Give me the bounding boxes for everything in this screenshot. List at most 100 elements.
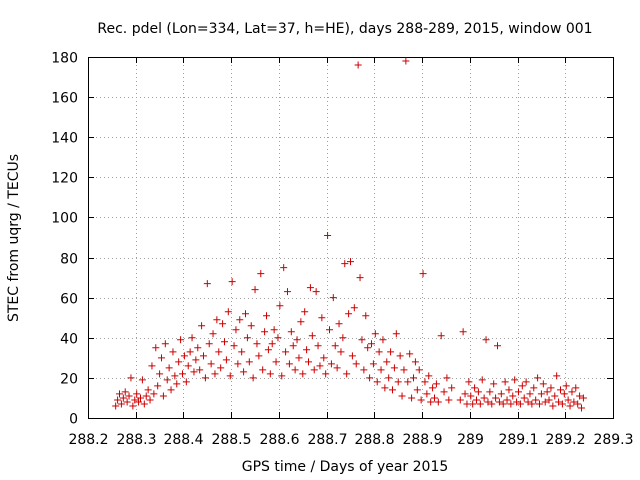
data-point <box>425 372 433 380</box>
data-point <box>305 358 312 366</box>
data-point <box>526 390 534 398</box>
data-point <box>345 310 353 318</box>
x-tick-label: 289.3 <box>593 432 633 448</box>
y-tick-label: 160 <box>51 91 78 107</box>
data-point <box>347 258 354 266</box>
data-point <box>209 330 217 338</box>
data-point <box>400 366 408 374</box>
data-point <box>228 278 236 286</box>
data-point <box>337 348 345 356</box>
data-point <box>406 350 414 358</box>
data-point <box>490 380 498 388</box>
data-point <box>387 348 395 356</box>
data-point <box>499 400 507 408</box>
x-tick-label: 288.9 <box>402 432 442 448</box>
data-point <box>180 352 188 360</box>
data-point <box>205 340 213 348</box>
data-point <box>284 288 291 296</box>
data-point <box>251 286 259 294</box>
data-point <box>333 364 341 372</box>
data-point <box>274 334 282 342</box>
data-point <box>261 328 269 336</box>
y-tick-label: 80 <box>60 252 78 268</box>
data-point <box>515 388 522 396</box>
data-point <box>280 264 288 272</box>
data-point <box>287 328 295 336</box>
data-point <box>381 384 389 392</box>
data-point <box>263 312 270 320</box>
data-point <box>410 374 417 382</box>
data-point <box>362 312 370 320</box>
data-point <box>125 392 133 400</box>
data-point <box>518 382 526 390</box>
data-point <box>578 404 585 412</box>
data-point <box>213 316 221 324</box>
data-point <box>200 352 207 360</box>
data-point <box>184 362 192 370</box>
data-point <box>158 354 165 362</box>
data-point <box>240 368 248 376</box>
data-point <box>119 394 127 402</box>
data-point <box>310 366 318 374</box>
x-tick-label: 288.3 <box>116 432 156 448</box>
x-tick-label: 288.2 <box>68 432 108 448</box>
y-axis: 0 20 40 60 80 100 120 140 160 180 <box>51 51 613 428</box>
data-point <box>537 390 545 398</box>
data-point <box>150 390 158 398</box>
chart-title: Rec. pdel (Lon=334, Lat=37, h=HE), days … <box>97 21 592 37</box>
data-point <box>522 378 530 386</box>
x-tick-label: 288.5 <box>211 432 251 448</box>
data-point <box>343 370 351 378</box>
data-point <box>494 342 501 350</box>
data-point <box>245 358 253 366</box>
data-point <box>285 360 293 368</box>
data-point <box>541 398 549 406</box>
data-point <box>503 396 511 404</box>
data-point <box>389 386 396 394</box>
data-point <box>238 348 246 356</box>
data-point <box>423 390 431 398</box>
data-point <box>259 366 267 374</box>
data-point <box>308 332 316 340</box>
data-point <box>484 398 492 406</box>
data-point <box>224 308 232 316</box>
data-point <box>411 358 419 366</box>
data-point <box>507 400 515 408</box>
data-point <box>318 314 326 322</box>
data-point <box>553 372 561 380</box>
data-point <box>270 326 278 334</box>
data-point <box>437 332 445 340</box>
data-point <box>253 340 261 348</box>
data-point <box>440 388 448 396</box>
data-point <box>161 340 169 348</box>
data-point <box>574 400 582 408</box>
data-point <box>358 336 366 344</box>
data-point <box>148 362 156 370</box>
data-point <box>198 322 206 330</box>
data-point <box>482 336 490 344</box>
data-point <box>276 302 284 310</box>
data-point <box>379 336 387 344</box>
data-point <box>576 392 584 400</box>
data-point <box>392 330 400 338</box>
data-point <box>505 386 513 394</box>
data-point <box>255 352 263 360</box>
data-point <box>480 394 488 402</box>
data-point <box>528 400 536 408</box>
data-point <box>530 384 538 392</box>
data-point <box>324 231 332 239</box>
data-point <box>217 364 225 372</box>
data-point <box>486 388 494 396</box>
data-point <box>371 330 379 338</box>
data-point <box>201 374 209 382</box>
x-tick-label: 289.2 <box>545 432 585 448</box>
data-point <box>509 392 517 400</box>
data-point <box>182 378 190 386</box>
data-point <box>356 274 364 282</box>
data-point <box>348 352 356 360</box>
data-point <box>249 374 257 382</box>
data-point <box>123 398 131 406</box>
data-point <box>341 260 349 268</box>
data-point <box>175 358 183 366</box>
